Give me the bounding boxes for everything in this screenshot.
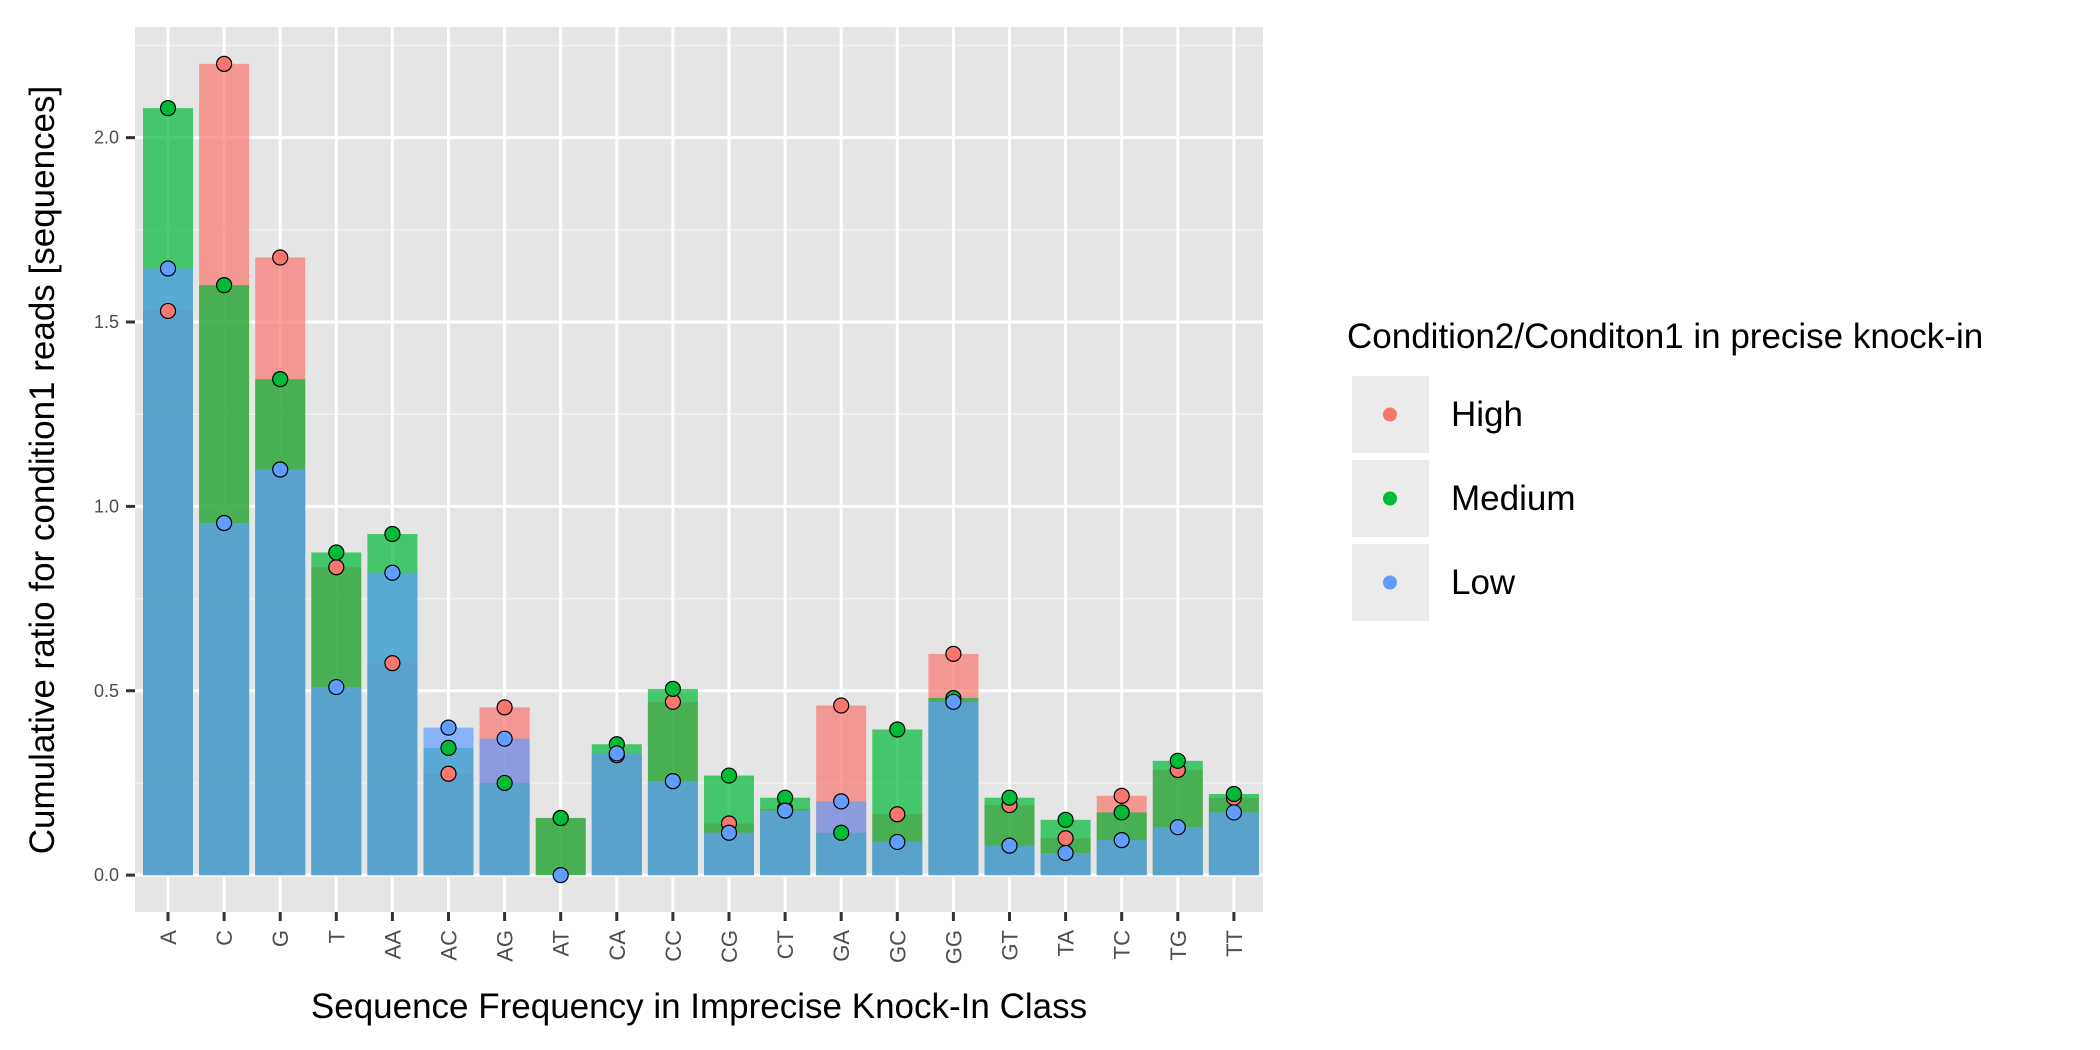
x-tick-label: TT: [1222, 930, 1247, 957]
point-high-GG: [945, 645, 962, 662]
bar-low-A: [143, 268, 193, 876]
point-high-GC: [889, 806, 906, 823]
point-low-GA: [833, 793, 850, 810]
bar-low-CA: [591, 753, 642, 876]
bar-low-TT: [1208, 812, 1259, 876]
y-tick-label: 0.0: [94, 865, 119, 885]
point-medium-AT: [552, 809, 569, 827]
bar-low-AG: [479, 738, 530, 876]
x-tick-label: CC: [661, 930, 686, 962]
x-tick-label: AG: [493, 930, 518, 962]
x-tick-label: T: [324, 930, 349, 943]
point-medium-GT: [1001, 789, 1018, 806]
point-medium-AG: [496, 774, 513, 792]
y-tick-label: 1.5: [94, 312, 119, 332]
point-low-GG: [945, 693, 962, 710]
point-medium-TC: [1113, 804, 1130, 821]
x-tick-label: CG: [717, 930, 742, 963]
legend-label-medium: Medium: [1451, 479, 1575, 518]
legend: Condition2/Conditon1 in precise knock-in…: [1347, 317, 1983, 621]
point-high-G: [272, 249, 289, 266]
y-tick-label: 0.5: [94, 681, 119, 701]
x-axis-title: Sequence Frequency in Imprecise Knock-In…: [311, 987, 1087, 1026]
point-low-CC: [664, 772, 682, 790]
point-low-AA: [384, 564, 401, 581]
bar-low-C: [199, 522, 250, 876]
bar-low-G: [255, 469, 306, 876]
point-low-T: [328, 678, 345, 696]
point-low-CT: [776, 802, 794, 819]
point-low-CA: [608, 745, 625, 762]
x-tick-label: A: [156, 930, 181, 945]
x-tick-label: GC: [885, 930, 910, 963]
legend-title: Condition2/Conditon1 in precise knock-in: [1347, 317, 1983, 356]
point-high-AG: [496, 699, 513, 716]
point-high-T: [328, 559, 345, 576]
point-medium-TA: [1057, 811, 1074, 828]
point-high-A: [159, 302, 177, 320]
x-tick-label: CT: [773, 930, 798, 959]
point-low-A: [159, 260, 177, 277]
point-low-TA: [1057, 844, 1074, 862]
point-medium-GC: [889, 721, 906, 738]
x-tick-label: TC: [1110, 930, 1135, 959]
point-high-AA: [384, 654, 401, 672]
legend-marker-medium: [1383, 491, 1397, 506]
point-low-AC: [440, 719, 457, 736]
y-tick-label: 1.0: [94, 496, 119, 516]
point-low-TG: [1169, 819, 1186, 836]
point-medium-AC: [440, 739, 457, 757]
y-axis-title: Cumulative ratio for condition1 reads [s…: [23, 86, 62, 854]
point-low-G: [272, 461, 289, 478]
point-medium-GA: [833, 824, 850, 841]
point-low-AG: [496, 730, 513, 747]
bar-low-GG: [928, 701, 979, 876]
x-tick-label: G: [268, 930, 293, 947]
point-medium-CC: [664, 680, 682, 698]
point-low-GT: [1001, 837, 1018, 854]
x-tick-label: GT: [998, 930, 1023, 961]
x-tick-label: CA: [605, 930, 630, 961]
legend-marker-high: [1383, 407, 1397, 422]
bar-low-TA: [1040, 853, 1091, 876]
bar-medium-AT: [535, 817, 586, 876]
point-medium-TG: [1169, 752, 1186, 769]
bar-low-CC: [647, 781, 698, 876]
point-medium-C: [216, 277, 233, 294]
point-high-TA: [1057, 830, 1074, 847]
x-tick-label: TG: [1166, 930, 1191, 961]
point-medium-AA: [384, 525, 401, 543]
x-tick-label: C: [212, 930, 237, 946]
x-tick-label: GG: [941, 930, 966, 964]
point-low-TT: [1225, 804, 1243, 821]
point-high-GA: [833, 697, 850, 714]
point-high-TC: [1113, 787, 1130, 804]
x-tick-label: TA: [1054, 930, 1079, 957]
legend-label-low: Low: [1451, 563, 1516, 602]
point-medium-CG: [720, 767, 738, 784]
bar-low-CT: [760, 810, 811, 876]
point-low-CG: [720, 824, 738, 841]
bar-low-T: [311, 687, 362, 876]
legend-label-high: High: [1451, 395, 1523, 434]
legend-marker-low: [1383, 575, 1397, 590]
x-tick-label: AC: [437, 930, 462, 961]
point-medium-G: [272, 371, 289, 388]
point-high-AC: [440, 765, 457, 782]
point-low-TC: [1113, 831, 1130, 849]
point-medium-TT: [1225, 785, 1243, 803]
x-tick-label: AA: [380, 930, 405, 960]
point-low-GC: [889, 833, 906, 851]
x-tick-label: AT: [549, 930, 574, 956]
bar-low-AA: [367, 572, 418, 876]
x-tick-label: GA: [829, 930, 854, 962]
point-low-C: [216, 514, 233, 532]
point-low-AT: [552, 867, 569, 884]
point-medium-T: [328, 544, 345, 561]
y-tick-label: 2.0: [94, 128, 119, 148]
point-medium-A: [159, 100, 177, 117]
point-high-C: [216, 55, 233, 72]
